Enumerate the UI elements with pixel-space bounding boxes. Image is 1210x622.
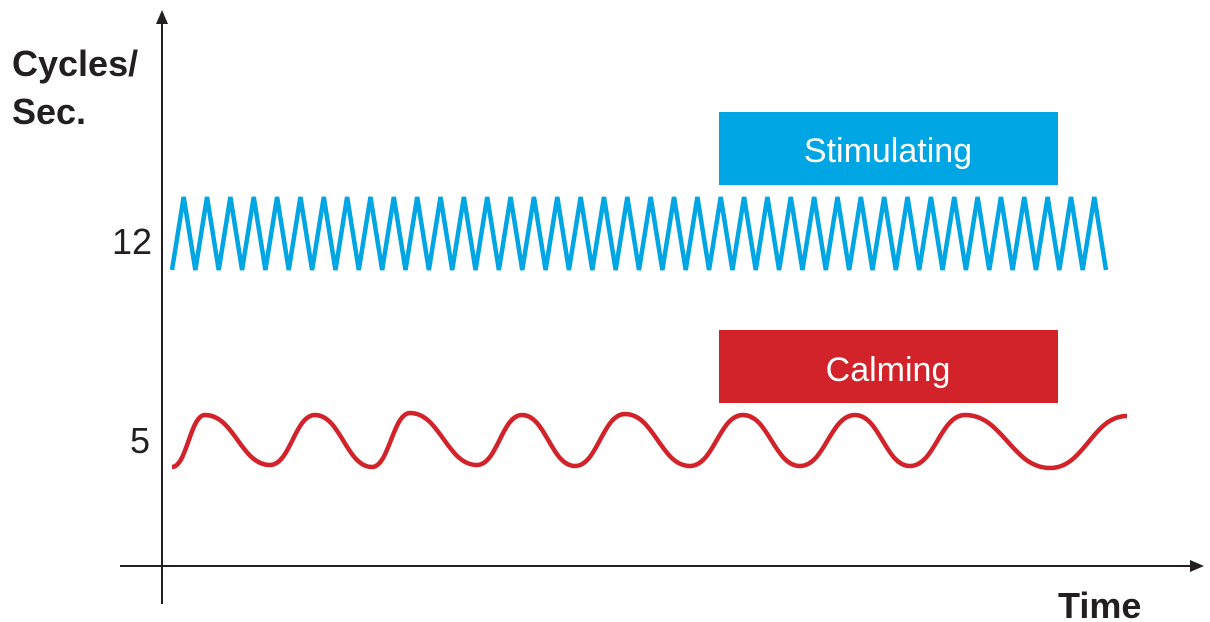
- y-axis-label-line1: Cycles/: [12, 43, 138, 84]
- x-axis-label: Time: [1058, 585, 1141, 622]
- y-axis-label-line2: Sec.: [12, 91, 86, 132]
- x-axis-arrowhead: [1190, 560, 1204, 572]
- y-tick-12: 12: [112, 221, 152, 262]
- stimulating-wave: [169, 196, 1109, 271]
- stimulating-label-box: [719, 112, 1058, 185]
- y-tick-5: 5: [130, 420, 150, 461]
- calming-label-box: [719, 330, 1058, 403]
- calming-wave: [171, 410, 1128, 471]
- y-axis-arrowhead: [156, 10, 168, 24]
- calming-label: Calming: [826, 351, 951, 389]
- stimulating-label: Stimulating: [804, 132, 972, 170]
